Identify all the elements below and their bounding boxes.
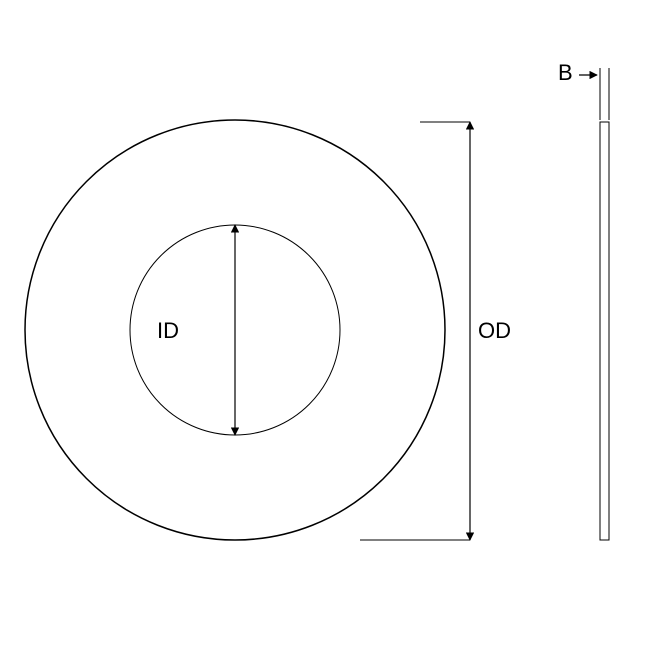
id-label: ID bbox=[157, 318, 179, 343]
washer-side-view bbox=[600, 122, 609, 540]
b-label: B bbox=[558, 60, 573, 85]
od-label: OD bbox=[478, 318, 511, 343]
